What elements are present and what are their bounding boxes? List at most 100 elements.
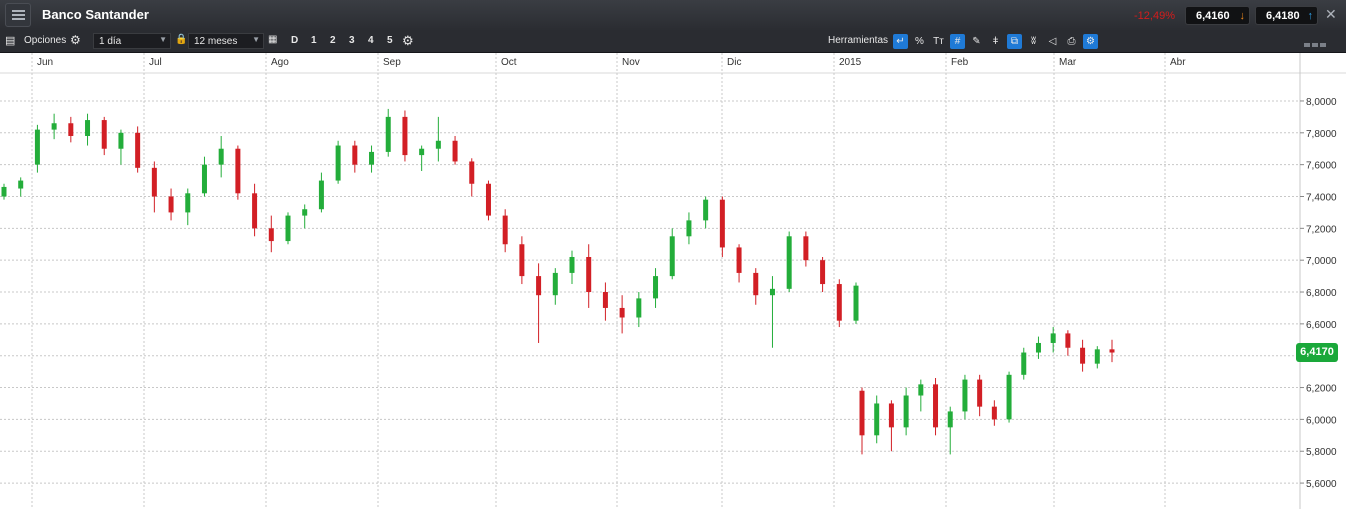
options-label[interactable]: Opciones bbox=[24, 35, 67, 46]
x-tick-label: Jun bbox=[37, 57, 53, 68]
x-tick-label: Feb bbox=[951, 57, 969, 68]
candle-body bbox=[602, 292, 608, 308]
candle-body bbox=[201, 164, 207, 194]
percent-toggle[interactable]: % bbox=[915, 36, 924, 47]
buy-price-button[interactable]: 6,4180 ↑ bbox=[1255, 6, 1318, 25]
change-percent: -12,49% bbox=[1134, 10, 1175, 22]
candle-body bbox=[68, 123, 74, 136]
candle-body bbox=[85, 120, 91, 136]
y-tick-label: 6,0000 bbox=[1306, 415, 1337, 426]
period-button-1[interactable]: 1 bbox=[311, 35, 317, 46]
interval-value: 1 día bbox=[99, 36, 122, 47]
compare-icon[interactable]: ⧉ bbox=[1007, 34, 1022, 49]
candle-body bbox=[619, 307, 625, 318]
candle-body bbox=[452, 140, 458, 162]
eraser-icon[interactable]: ◁ bbox=[1048, 36, 1057, 47]
candle-body bbox=[369, 151, 375, 165]
indicator-icon[interactable]: ʬ bbox=[1031, 36, 1036, 47]
period-button-3[interactable]: 3 bbox=[349, 35, 355, 46]
window-controls[interactable] bbox=[1304, 39, 1328, 50]
candle-body bbox=[1109, 349, 1115, 353]
x-tick-label: Ago bbox=[271, 57, 289, 68]
up-arrow-icon: ↑ bbox=[1307, 10, 1314, 22]
chevron-down-icon: ▼ bbox=[159, 35, 167, 44]
print-icon[interactable]: ⎙ bbox=[1067, 36, 1076, 47]
candle-body bbox=[853, 285, 859, 321]
interval-select[interactable]: 1 día ▼ bbox=[93, 33, 171, 49]
candle-body bbox=[419, 148, 425, 156]
x-tick-label: Nov bbox=[622, 57, 640, 68]
candle-body bbox=[933, 384, 939, 428]
candle-body bbox=[977, 379, 983, 407]
calendar-icon[interactable]: ▦ bbox=[268, 34, 278, 45]
candle-body bbox=[352, 145, 358, 165]
candle-body bbox=[168, 196, 174, 213]
candle-body bbox=[836, 284, 842, 321]
candle-body bbox=[502, 215, 508, 245]
candle-body bbox=[101, 120, 107, 149]
candle-body bbox=[1, 186, 7, 197]
candle-body bbox=[947, 411, 953, 428]
settings-gear-icon[interactable]: ⚙ bbox=[402, 33, 414, 48]
candle-body bbox=[318, 180, 324, 210]
candle-body bbox=[1050, 333, 1056, 343]
x-tick-label: Abr bbox=[1170, 57, 1186, 68]
y-tick-label: 8,0000 bbox=[1306, 97, 1337, 108]
candle-body bbox=[385, 116, 391, 152]
candle-body bbox=[285, 215, 291, 242]
candle-icon[interactable]: ǂ bbox=[992, 36, 999, 47]
lock-icon[interactable]: 🔒 bbox=[175, 34, 188, 45]
candle-body bbox=[1065, 333, 1071, 348]
text-tool-icon[interactable]: Tт bbox=[933, 36, 944, 47]
options-icon[interactable]: ▤ bbox=[5, 35, 16, 47]
candle-body bbox=[686, 220, 692, 237]
period-button-2[interactable]: 2 bbox=[330, 35, 336, 46]
candle-body bbox=[859, 390, 865, 436]
candle-body bbox=[185, 193, 191, 213]
close-icon[interactable]: ✕ bbox=[1325, 6, 1337, 22]
y-tick-label: 7,0000 bbox=[1306, 256, 1337, 267]
candle-body bbox=[51, 123, 57, 130]
candle-body bbox=[1021, 352, 1027, 375]
candle-body bbox=[962, 379, 968, 412]
chevron-down-icon: ▼ bbox=[252, 35, 260, 44]
candle-body bbox=[469, 161, 475, 184]
candle-body bbox=[268, 228, 274, 242]
period-button-4[interactable]: 4 bbox=[368, 35, 374, 46]
y-tick-label: 7,4000 bbox=[1306, 192, 1337, 203]
range-select[interactable]: 12 meses ▼ bbox=[188, 33, 264, 49]
candle-body bbox=[519, 244, 525, 277]
range-value: 12 meses bbox=[194, 36, 238, 47]
candle-body bbox=[435, 140, 441, 149]
candle-body bbox=[34, 129, 40, 165]
y-tick-label: 6,8000 bbox=[1306, 288, 1337, 299]
candle-body bbox=[218, 148, 224, 165]
sell-price-button[interactable]: 6,4160 ↓ bbox=[1185, 6, 1250, 25]
instrument-title: Banco Santander bbox=[42, 7, 149, 22]
candle-body bbox=[1094, 349, 1100, 364]
candle-body bbox=[636, 298, 642, 318]
grid-toggle-icon[interactable]: # bbox=[950, 34, 965, 49]
title-bar: Banco Santander -12,49% 6,4160 ↓ 6,4180 … bbox=[0, 0, 1346, 32]
candle-body bbox=[135, 132, 141, 168]
draw-line-icon[interactable]: ✎ bbox=[972, 36, 981, 47]
period-button-d[interactable]: D bbox=[291, 35, 299, 46]
crosshair-back-icon[interactable]: ↵ bbox=[893, 34, 908, 49]
period-button-5[interactable]: 5 bbox=[387, 35, 393, 46]
chart-settings-icon[interactable]: ⚙ bbox=[1083, 34, 1098, 49]
gear-icon[interactable]: ⚙ bbox=[70, 33, 81, 47]
tools-label[interactable]: Herramientas bbox=[828, 35, 889, 46]
x-tick-label: Oct bbox=[501, 57, 517, 68]
y-tick-label: 7,8000 bbox=[1306, 129, 1337, 140]
candle-body bbox=[536, 276, 542, 296]
candle-body bbox=[1080, 347, 1086, 364]
hamburger-menu-icon[interactable] bbox=[5, 3, 31, 27]
candle-body bbox=[485, 183, 491, 216]
candle-body bbox=[719, 199, 725, 248]
down-arrow-icon: ↓ bbox=[1239, 10, 1246, 22]
buy-price: 6,4180 bbox=[1266, 10, 1300, 22]
price-chart[interactable]: Jun Jul Ago Sep Oct Nov Dic 2015 Feb Mar Abr 8,000… bbox=[0, 53, 1346, 509]
candle-body bbox=[235, 148, 241, 194]
candle-body bbox=[302, 209, 308, 216]
y-tick-label: 7,6000 bbox=[1306, 161, 1337, 172]
